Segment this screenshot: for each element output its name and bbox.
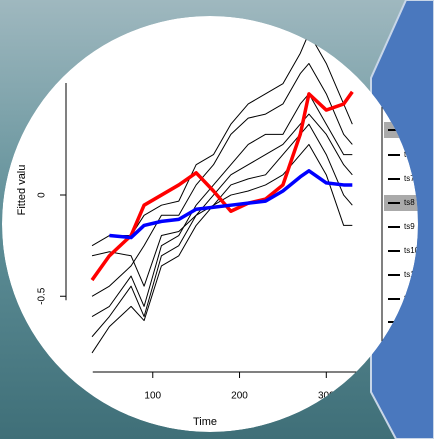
x-tick-label: 100 xyxy=(144,391,161,402)
x-axis-label: Time xyxy=(193,416,217,428)
slide: -0.50100200300 Time Fitted valu ts6ts7ts… xyxy=(0,0,434,439)
y-axis-label: Fitted valu xyxy=(16,165,28,216)
y-tick-label: -0.5 xyxy=(37,287,48,305)
y-tick-label: 0 xyxy=(37,192,48,198)
circle xyxy=(2,16,418,432)
legend-label: ts9 xyxy=(404,222,415,231)
legend-label: ts8 xyxy=(404,198,415,207)
x-tick-label: 200 xyxy=(231,391,248,402)
